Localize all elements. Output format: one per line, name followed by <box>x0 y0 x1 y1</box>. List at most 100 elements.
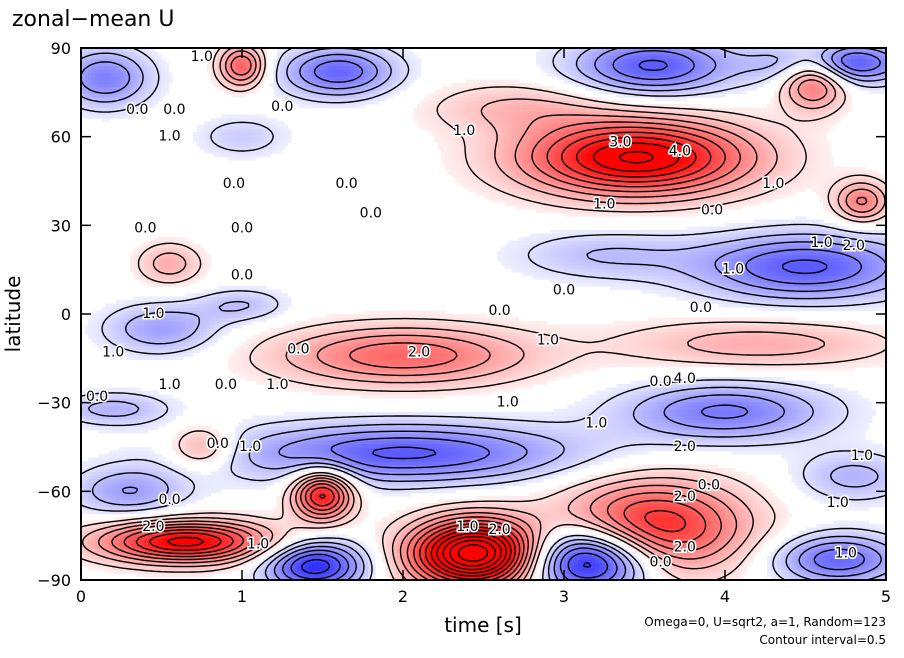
field-cell <box>490 541 495 546</box>
field-cell <box>651 527 656 532</box>
field-cell <box>462 569 467 574</box>
field-cell <box>655 527 660 532</box>
field-cell <box>634 496 639 501</box>
field-cell <box>767 517 772 522</box>
field-cell <box>844 545 849 550</box>
field-cell <box>413 566 418 571</box>
field-cell <box>112 566 117 571</box>
field-cell <box>620 527 625 532</box>
field-cell <box>655 513 660 518</box>
field-cell <box>819 552 824 557</box>
field-cell <box>812 492 817 497</box>
field-cell <box>189 541 194 546</box>
field-cell <box>718 573 723 578</box>
field-cell <box>721 566 726 571</box>
field-cell <box>305 524 310 529</box>
field-cell <box>98 541 103 546</box>
field-cell <box>676 545 681 550</box>
field-cell <box>585 559 590 564</box>
field-cell <box>739 517 744 522</box>
field-cell <box>116 562 121 567</box>
field-cell <box>410 566 415 571</box>
field-cell <box>781 510 786 515</box>
field-cell <box>749 503 754 508</box>
field-cell <box>854 538 859 543</box>
field-cell <box>109 541 114 546</box>
field-cell <box>424 489 429 494</box>
field-cell <box>560 503 565 508</box>
field-cell <box>116 531 121 536</box>
field-cell <box>658 524 663 529</box>
field-cell <box>536 503 541 508</box>
field-cell <box>767 492 772 497</box>
field-cell <box>102 524 107 529</box>
field-cell <box>739 562 744 567</box>
field-cell <box>357 517 362 522</box>
field-cell <box>301 527 306 532</box>
field-cell <box>116 552 121 557</box>
field-cell <box>98 559 103 564</box>
field-cell <box>392 513 397 518</box>
field-cell <box>455 503 460 508</box>
field-cell <box>116 496 121 501</box>
field-cell <box>462 527 467 532</box>
field-cell <box>627 555 632 560</box>
field-cell <box>865 566 870 571</box>
field-cell <box>522 531 527 536</box>
field-cell <box>735 513 740 518</box>
field-cell <box>375 531 380 536</box>
field-cell <box>291 552 296 557</box>
field-cell <box>130 545 135 550</box>
field-cell <box>389 527 394 532</box>
field-cell <box>224 534 229 539</box>
field-cell <box>686 538 691 543</box>
field-cell <box>588 527 593 532</box>
field-cell <box>529 559 534 564</box>
field-cell <box>865 538 870 543</box>
field-cell <box>473 552 478 557</box>
field-cell <box>417 566 422 571</box>
field-cell <box>602 499 607 504</box>
field-cell <box>714 517 719 522</box>
field-cell <box>417 527 422 532</box>
field-cell <box>539 538 544 543</box>
field-cell <box>532 520 537 525</box>
field-cell <box>798 531 803 536</box>
field-cell <box>585 499 590 504</box>
field-cell <box>508 566 513 571</box>
field-cell <box>683 531 688 536</box>
field-cell <box>746 548 751 553</box>
field-cell <box>284 499 289 504</box>
field-cell <box>487 531 492 536</box>
field-cell <box>242 559 247 564</box>
field-cell <box>690 545 695 550</box>
field-cell <box>221 531 226 536</box>
field-cell <box>693 538 698 543</box>
field-cell <box>571 520 576 525</box>
field-cell <box>711 499 716 504</box>
field-cell <box>637 541 642 546</box>
field-cell <box>392 524 397 529</box>
field-cell <box>130 559 135 564</box>
field-cell <box>634 555 639 560</box>
field-cell <box>693 569 698 574</box>
field-cell <box>746 545 751 550</box>
field-cell <box>735 538 740 543</box>
field-cell <box>459 552 464 557</box>
field-cell <box>739 503 744 508</box>
field-cell <box>651 517 656 522</box>
field-cell <box>441 506 446 511</box>
field-cell <box>385 552 390 557</box>
field-cell <box>553 520 558 525</box>
field-cell <box>721 541 726 546</box>
field-cell <box>200 534 205 539</box>
field-cell <box>179 559 184 564</box>
field-cell <box>151 534 156 539</box>
field-cell <box>613 492 618 497</box>
field-cell <box>571 569 576 574</box>
field-cell <box>116 534 121 539</box>
field-cell <box>459 541 464 546</box>
field-cell <box>630 531 635 536</box>
field-cell <box>420 489 425 494</box>
field-cell <box>826 531 831 536</box>
